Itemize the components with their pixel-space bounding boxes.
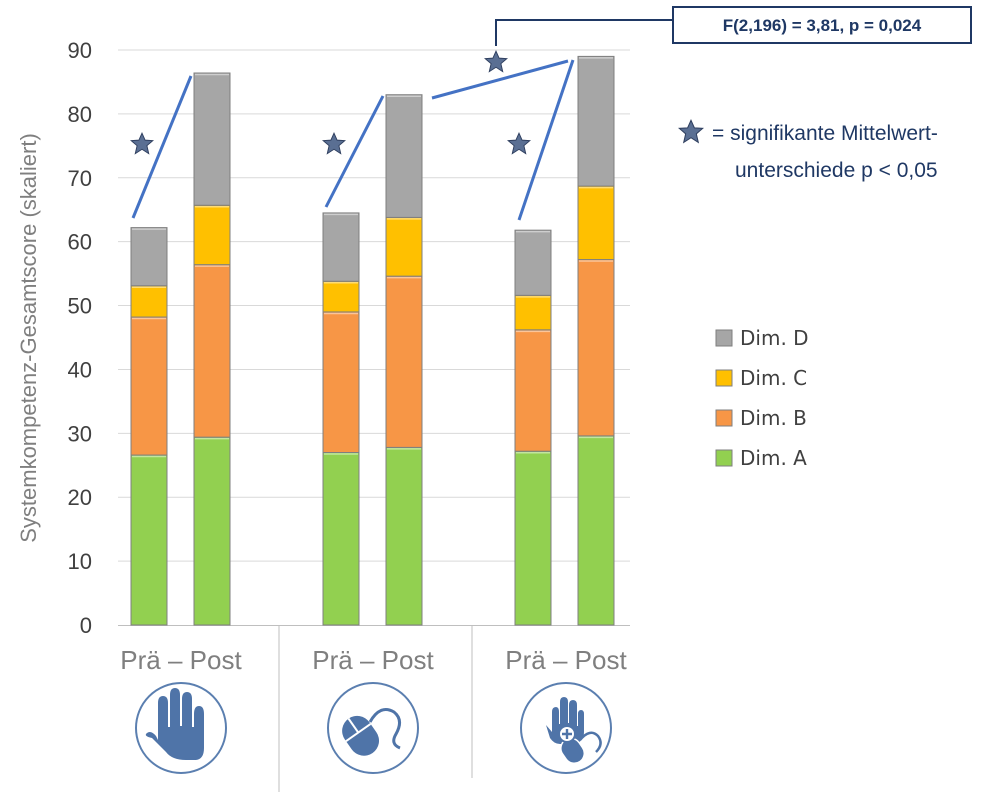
bar-segment [514,294,552,331]
y-axis-ticks: 0 10 20 30 40 50 60 70 80 90 [68,38,92,638]
bar-segment [322,280,360,313]
legend-swatch [715,329,733,347]
significance-line [517,59,575,221]
bar-segment [130,316,168,456]
bar-segment [385,94,423,218]
bar-segment [514,229,552,296]
significance-legend-star [678,119,704,143]
significance-star [507,132,531,155]
bar-segment [193,436,231,626]
bar-segment [385,216,423,277]
hand-icon [135,682,227,774]
significance-line [131,75,193,219]
significance-line [431,59,569,100]
legend-label: Dim. D [740,326,809,350]
y-tick-label: 10 [68,549,92,574]
bar-segment [130,227,168,287]
y-axis-label: Systemkompetenz-Gesamtscore (skaliert) [16,133,41,543]
bar-segment [385,275,423,448]
bar-segment [193,264,231,438]
significance-star [322,132,346,155]
legend-label: Dim. C [740,366,807,390]
legend: Dim. D Dim. C Dim. B Dim. A [715,326,809,470]
annotation-box [672,6,972,44]
y-tick-label: 90 [68,38,92,63]
hand-plus-mouse-icon [520,682,612,774]
significance-star [484,50,508,73]
bar-segment [322,212,360,282]
bar-segment [577,259,615,437]
legend-label: Dim. A [740,446,807,470]
bar-segment [385,446,423,626]
legend-label: Dim. B [740,406,807,430]
bar-segment [322,452,360,626]
y-tick-label: 50 [68,294,92,319]
group-label: Prä – Post [120,645,242,675]
bar-segment [130,285,168,318]
bar-segment [322,311,360,454]
y-tick-label: 80 [68,102,92,127]
y-tick-label: 20 [68,485,92,510]
y-tick-label: 30 [68,421,92,446]
y-tick-label: 60 [68,230,92,255]
annotation-text: F(2,196) = 3,81, p = 0,024 [723,16,922,35]
significance-note-line1: = signifikante Mittelwert- [712,122,938,145]
group-label: Prä – Post [312,645,434,675]
significance-lines [131,59,575,221]
bar-segment [577,435,615,626]
significance-line [324,95,385,208]
bar-segment [130,454,168,626]
bar-segment [193,204,231,266]
bar-segment [193,72,231,206]
bar-segment [514,450,552,626]
group-label: Prä – Post [505,645,627,675]
bar-segment [514,329,552,452]
bars [130,55,615,626]
bar-segment [577,185,615,261]
y-tick-label: 0 [80,613,92,638]
significance-note-line2: unterschiede p < 0,05 [735,159,938,182]
y-tick-label: 70 [68,166,92,191]
y-tick-label: 40 [68,357,92,382]
legend-swatch [715,409,733,427]
bar-segment [577,55,615,187]
legend-swatch [715,369,733,387]
significance-star [130,132,154,155]
annotation-leader-line [495,19,673,46]
legend-swatch [715,449,733,467]
computer-mouse-icon [327,682,419,774]
